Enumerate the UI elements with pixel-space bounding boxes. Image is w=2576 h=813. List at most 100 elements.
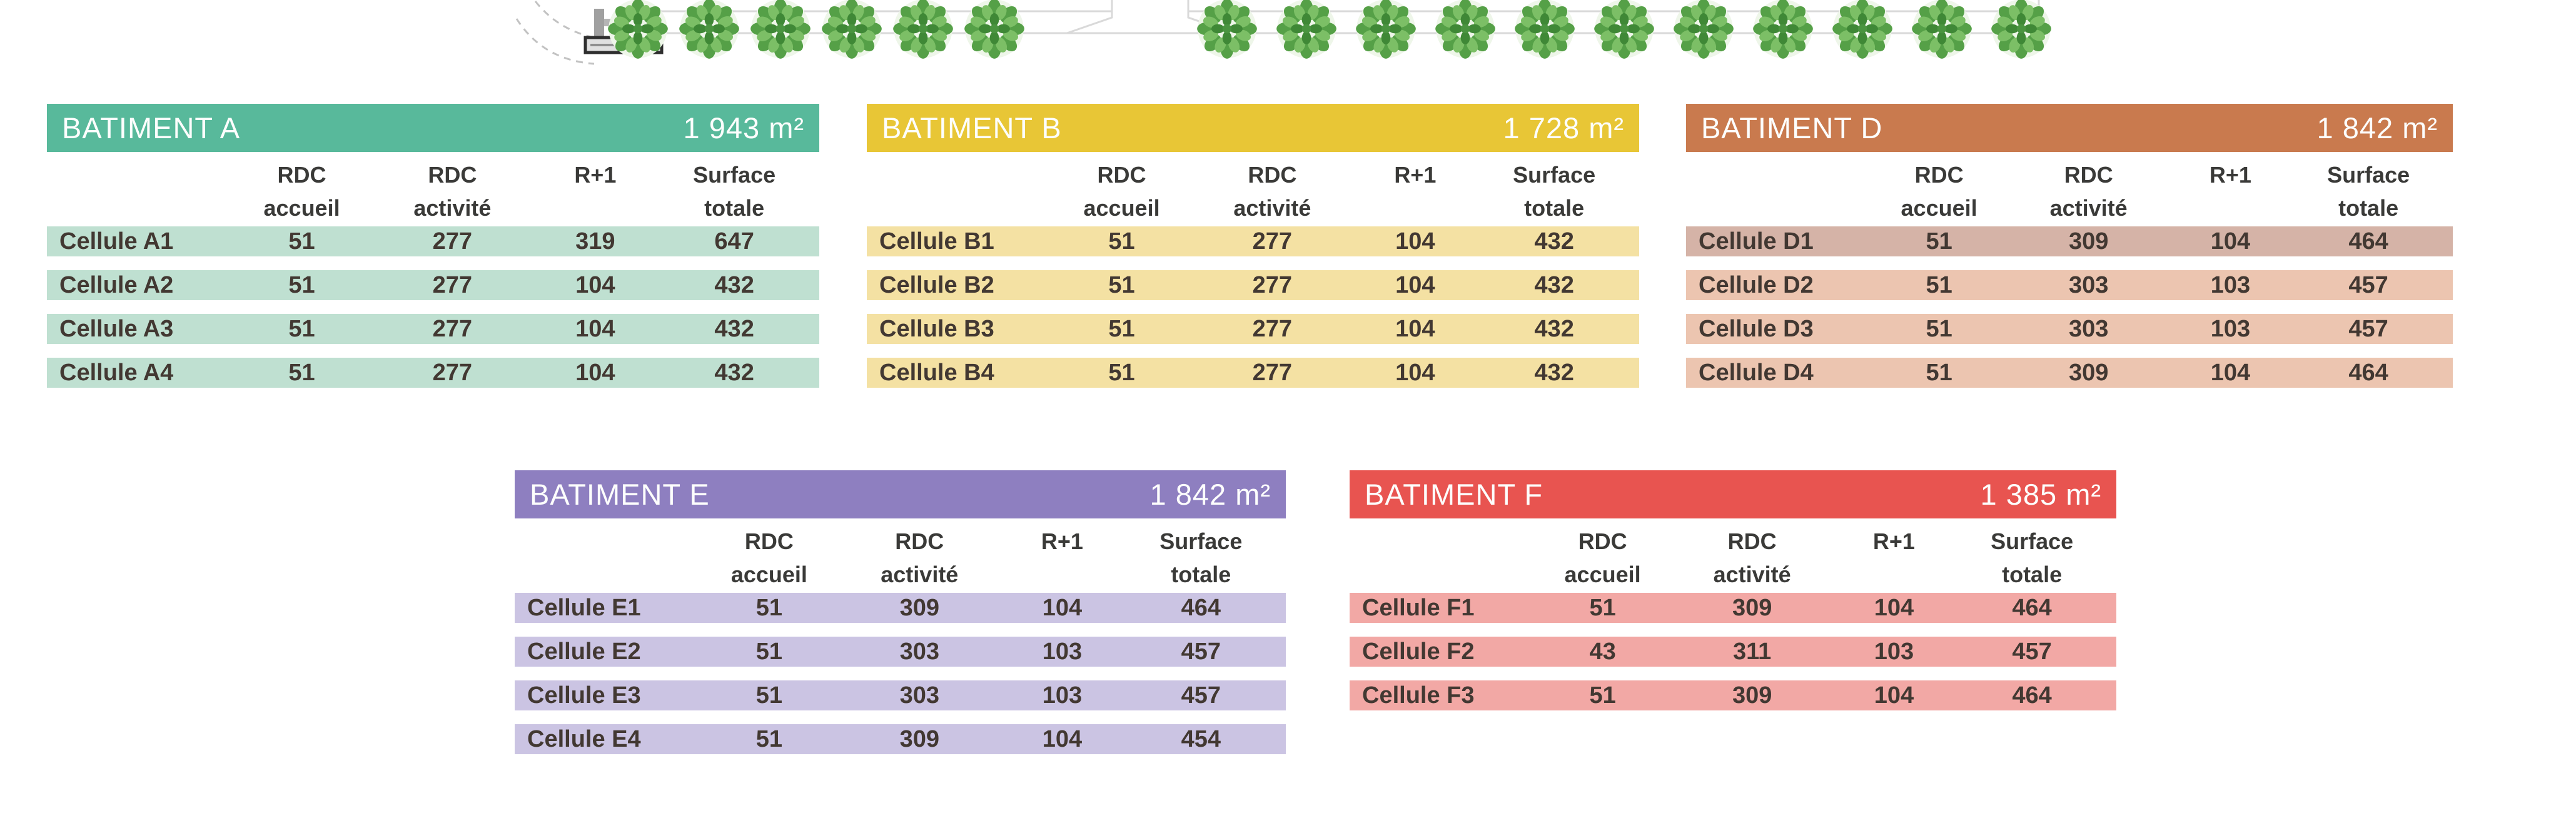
batiment-f-table: BATIMENT F 1 385 m² RDC accueil RDC acti… xyxy=(1350,470,2116,724)
batiment-header: BATIMENT B 1 728 m² xyxy=(867,104,1639,152)
column-header-line: accueil xyxy=(1901,195,1977,221)
cell-rdc-accueil: 51 xyxy=(1108,228,1135,255)
cell-rdc-accueil: 51 xyxy=(755,638,783,665)
batiment-header: BATIMENT D 1 842 m² xyxy=(1686,104,2453,152)
table-row: Cellule A2 51 277 104 432 xyxy=(47,270,819,300)
column-header-line: totale xyxy=(1171,562,1231,587)
column-header-line: accueil xyxy=(263,195,340,221)
column-header-surface-totale: Surface totale xyxy=(649,160,819,226)
tree-icon xyxy=(1356,0,1416,59)
column-header-line xyxy=(1841,560,1948,593)
cell-rdc-activite: 277 xyxy=(432,228,473,255)
column-header-line: RDC xyxy=(2064,162,2113,188)
column-header-line: totale xyxy=(704,195,765,221)
column-header-r1: R+1 xyxy=(541,160,649,226)
column-header-line: R+1 xyxy=(1872,528,1915,554)
column-header-line: RDC xyxy=(1727,528,1777,554)
column-header-line: Surface xyxy=(2327,162,2410,188)
site-plan-svg xyxy=(515,0,2051,65)
tree-icon xyxy=(822,0,882,59)
tree-icon xyxy=(1276,0,1336,59)
cell-label: Cellule E1 xyxy=(527,594,641,621)
cell-rdc-activite: 309 xyxy=(2068,228,2109,255)
column-header-line: R+1 xyxy=(2209,162,2251,188)
cell-surface-totale: 457 xyxy=(1181,682,1221,709)
tree-icon xyxy=(679,0,739,59)
column-header-line: RDC xyxy=(1248,162,1297,188)
column-header-surface-totale: Surface totale xyxy=(1947,527,2116,593)
cell-r1: 104 xyxy=(575,315,615,342)
cell-r1: 103 xyxy=(2210,271,2251,298)
cell-rdc-accueil: 51 xyxy=(1926,271,1952,298)
batiment-title: BATIMENT F xyxy=(1365,478,1543,511)
cell-rdc-activite: 309 xyxy=(1732,682,1772,709)
cell-rdc-activite: 277 xyxy=(1252,228,1293,255)
trees-group xyxy=(608,0,2051,59)
column-headers: RDC accueil RDC activité R+1 Surface tot… xyxy=(1350,527,2116,593)
cell-r1: 104 xyxy=(1874,594,1914,621)
cell-surface-totale: 464 xyxy=(2348,228,2388,255)
column-header-line: RDC xyxy=(744,528,794,554)
tree-icon xyxy=(893,0,953,59)
column-header-line: Surface xyxy=(1991,528,2074,554)
tree-icon xyxy=(1832,0,1892,59)
cell-rdc-accueil: 51 xyxy=(1589,682,1616,709)
tree-icon xyxy=(1197,0,1257,59)
cell-label: Cellule F3 xyxy=(1362,682,1475,709)
table-rows: Cellule A1 51 277 319 647 Cellule A2 51 277 104 4… xyxy=(47,226,819,388)
cell-rdc-activite: 277 xyxy=(1252,315,1293,342)
column-header-line: accueil xyxy=(1083,195,1160,221)
column-header-line: RDC xyxy=(277,162,326,188)
table-row: Cellule F3 51 309 104 464 xyxy=(1350,680,2116,710)
column-header-line: RDC xyxy=(895,528,944,554)
cell-r1: 103 xyxy=(2210,315,2251,342)
tree-icon xyxy=(1991,0,2051,59)
cell-r1: 104 xyxy=(1042,594,1083,621)
table-row: Cellule D1 51 309 104 464 xyxy=(1686,226,2453,256)
cell-r1: 104 xyxy=(1042,725,1083,752)
column-header-line: accueil xyxy=(730,562,807,587)
column-header-line: R+1 xyxy=(574,162,617,188)
cell-surface-totale: 464 xyxy=(2012,682,2052,709)
cell-rdc-activite: 303 xyxy=(2068,315,2109,342)
cell-label: Cellule F1 xyxy=(1362,594,1475,621)
column-header-r1: R+1 xyxy=(2177,160,2285,226)
cell-r1: 104 xyxy=(575,271,615,298)
column-header-line: activité xyxy=(1713,562,1791,587)
column-header-line: accueil xyxy=(1564,562,1641,587)
table-row: Cellule E2 51 303 103 457 xyxy=(515,637,1286,667)
table-row: Cellule D3 51 303 103 457 xyxy=(1686,314,2453,344)
column-header-spacer xyxy=(515,527,707,593)
cell-rdc-activite: 303 xyxy=(899,638,939,665)
cell-rdc-accueil: 51 xyxy=(1108,315,1135,342)
column-header-r1: R+1 xyxy=(1008,527,1116,593)
tree-icon xyxy=(1515,0,1575,59)
cell-rdc-activite: 309 xyxy=(2068,359,2109,386)
cell-rdc-activite: 311 xyxy=(1732,638,1772,665)
cell-label: Cellule B3 xyxy=(879,315,994,342)
column-header-spacer xyxy=(1350,527,1542,593)
column-header-surface-totale: Surface totale xyxy=(2284,160,2453,226)
cell-surface-totale: 464 xyxy=(2012,594,2052,621)
cell-rdc-accueil: 51 xyxy=(1589,594,1616,621)
column-header-line: totale xyxy=(1524,195,1585,221)
table-row: Cellule F1 51 309 104 464 xyxy=(1350,593,2116,623)
column-header-rdc-accueil: RDC accueil xyxy=(707,527,831,593)
cell-label: Cellule E2 xyxy=(527,638,641,665)
cell-rdc-accueil: 43 xyxy=(1589,638,1616,665)
column-headers: RDC accueil RDC activité R+1 Surface tot… xyxy=(867,160,1639,226)
table-row: Cellule A4 51 277 104 432 xyxy=(47,358,819,388)
cell-label: Cellule E3 xyxy=(527,682,641,709)
cell-surface-totale: 432 xyxy=(714,271,754,298)
column-header-line: R+1 xyxy=(1041,528,1083,554)
column-header-r1: R+1 xyxy=(1841,527,1948,593)
column-header-rdc-activite: RDC activité xyxy=(2001,160,2177,226)
table-rows: Cellule D1 51 309 104 464 Cellule D2 51 303 103 4… xyxy=(1686,226,2453,388)
table-row: Cellule B4 51 277 104 432 xyxy=(867,358,1639,388)
cell-surface-totale: 432 xyxy=(714,315,754,342)
table-row: Cellule F2 43 311 103 457 xyxy=(1350,637,2116,667)
table-row: Cellule E3 51 303 103 457 xyxy=(515,680,1286,710)
table-row: Cellule B2 51 277 104 432 xyxy=(867,270,1639,300)
batiment-e-table: BATIMENT E 1 842 m² RDC accueil RDC acti… xyxy=(515,470,1286,768)
cell-r1: 103 xyxy=(1042,638,1083,665)
